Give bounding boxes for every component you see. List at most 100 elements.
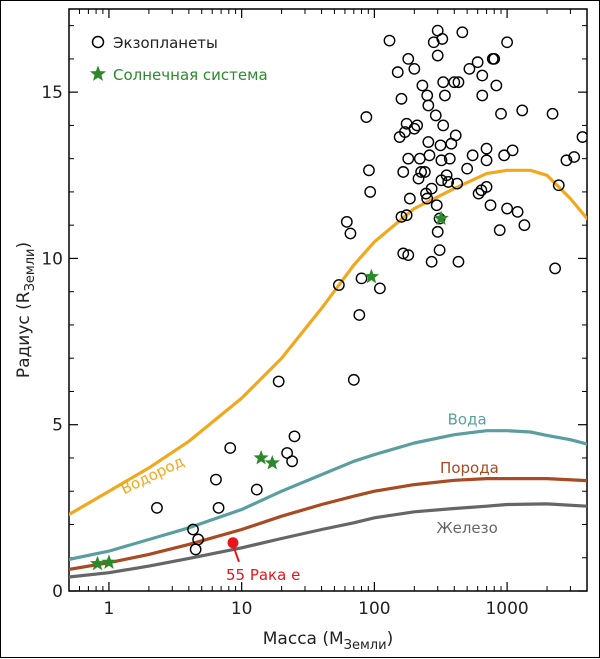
x-tick-label: 1000	[485, 599, 528, 619]
y-tick-label: 15	[41, 83, 63, 103]
exoplanet-point	[212, 501, 225, 514]
y-tick-label: 5	[52, 416, 63, 436]
exoplanet-point	[210, 473, 222, 486]
exoplanet-point	[430, 199, 443, 212]
legend-star-marker	[89, 65, 107, 81]
exoplanet-point	[363, 164, 375, 177]
exoplanet-point	[549, 262, 562, 275]
exoplanet-point	[480, 142, 493, 155]
exoplanet-point	[189, 543, 202, 556]
legend-circle-marker	[91, 35, 105, 49]
exoplanet-point	[476, 69, 489, 82]
exoplanet-point	[498, 149, 511, 162]
exoplanet-point	[429, 109, 442, 122]
plot-frame	[68, 8, 588, 592]
exoplanet-point	[373, 282, 386, 295]
curve-label-water: Вода	[448, 411, 487, 429]
exoplanet-point	[451, 177, 463, 190]
exoplanet-point	[436, 33, 449, 45]
x-tick-label: 100	[358, 599, 390, 619]
exoplanet-point	[495, 107, 507, 120]
legend-label-solar-system: Солнечная система	[113, 66, 268, 84]
exoplanet-point	[449, 129, 462, 142]
exoplanet-point	[332, 279, 345, 291]
exoplanet-point	[576, 131, 587, 143]
x-tick-label: 1	[104, 599, 115, 619]
exoplanet-point	[484, 199, 497, 212]
exoplanet-point	[408, 62, 421, 75]
exoplanet-point	[506, 144, 519, 157]
exoplanet-point	[425, 182, 438, 195]
exoplanet-point	[272, 375, 285, 388]
highlight-point	[227, 537, 239, 549]
exoplanet-point	[516, 104, 529, 117]
exoplanet-point	[476, 89, 489, 102]
exoplanet-point	[488, 52, 501, 65]
exoplanet-point	[471, 56, 484, 69]
exoplanet-point	[397, 166, 410, 178]
exoplanet-point	[466, 149, 479, 162]
exoplanet-point	[452, 76, 465, 89]
solar-system-star	[89, 555, 106, 571]
exoplanet-point	[391, 66, 404, 79]
exoplanet-point	[472, 187, 485, 200]
exoplanet-point	[151, 501, 163, 514]
exoplanet-point	[353, 309, 366, 321]
y-tick-label: 0	[52, 582, 63, 602]
exoplanet-point	[452, 255, 465, 268]
exoplanet-point	[425, 255, 438, 268]
exoplanet-point	[422, 99, 435, 112]
x-axis-label: Масса (MЗемли)	[263, 629, 393, 653]
y-axis-label: Радиус (RЗемли)	[14, 242, 38, 378]
axis-labels: Масса (MЗемли) Радиус (RЗемли)	[14, 242, 393, 653]
exoplanet-point	[552, 179, 565, 192]
exoplanet-point	[435, 154, 448, 167]
exoplanet-point	[383, 34, 396, 47]
exoplanet-point	[397, 247, 410, 260]
exoplanet-point	[493, 224, 506, 237]
exoplanet-point	[437, 76, 450, 89]
exoplanet-point	[355, 272, 368, 285]
exoplanet-point	[250, 483, 263, 496]
exoplanet-point	[546, 107, 559, 120]
exoplanet-point	[412, 172, 425, 185]
exoplanet-point	[415, 166, 428, 178]
exoplanet-point	[442, 176, 455, 188]
exoplanet-point	[437, 119, 450, 132]
exoplanet-point	[421, 89, 434, 102]
highlight-pointer	[233, 547, 240, 563]
exoplanet-point	[281, 447, 294, 459]
solar-system-star	[101, 554, 117, 569]
exoplanet-point	[501, 202, 513, 215]
x-tick-label: 10	[231, 599, 253, 619]
exoplanet-point	[439, 89, 451, 102]
solar-system-points	[89, 210, 449, 571]
exoplanet-point	[480, 154, 493, 167]
exoplanet-point	[402, 152, 415, 165]
exoplanet-point	[443, 152, 456, 165]
exoplanet-point	[511, 205, 524, 218]
exoplanet-point	[440, 169, 453, 182]
exoplanet-point	[192, 533, 205, 546]
exoplanet-point	[360, 111, 373, 123]
exoplanet-point	[480, 181, 493, 193]
exoplanet-point	[408, 122, 421, 135]
exoplanet-point	[431, 49, 444, 62]
exoplanet-point	[413, 152, 426, 165]
legend-label-exoplanets: Экзопланеты	[113, 34, 218, 52]
exoplanet-point	[434, 139, 447, 152]
exoplanet-point	[423, 149, 436, 162]
curve-Водород	[69, 168, 587, 517]
solar-system-star	[433, 210, 449, 225]
exoplanet-point	[433, 244, 446, 257]
y-tick-label: 10	[41, 249, 63, 269]
exoplanet-points	[151, 24, 587, 556]
exoplanet-point	[456, 26, 469, 39]
composition-curves	[69, 168, 587, 579]
solar-system-star	[363, 268, 379, 284]
solar-system-star	[264, 455, 280, 470]
solar-system-star	[253, 450, 269, 465]
exoplanet-point	[395, 210, 408, 223]
exoplanet-point	[416, 79, 429, 92]
